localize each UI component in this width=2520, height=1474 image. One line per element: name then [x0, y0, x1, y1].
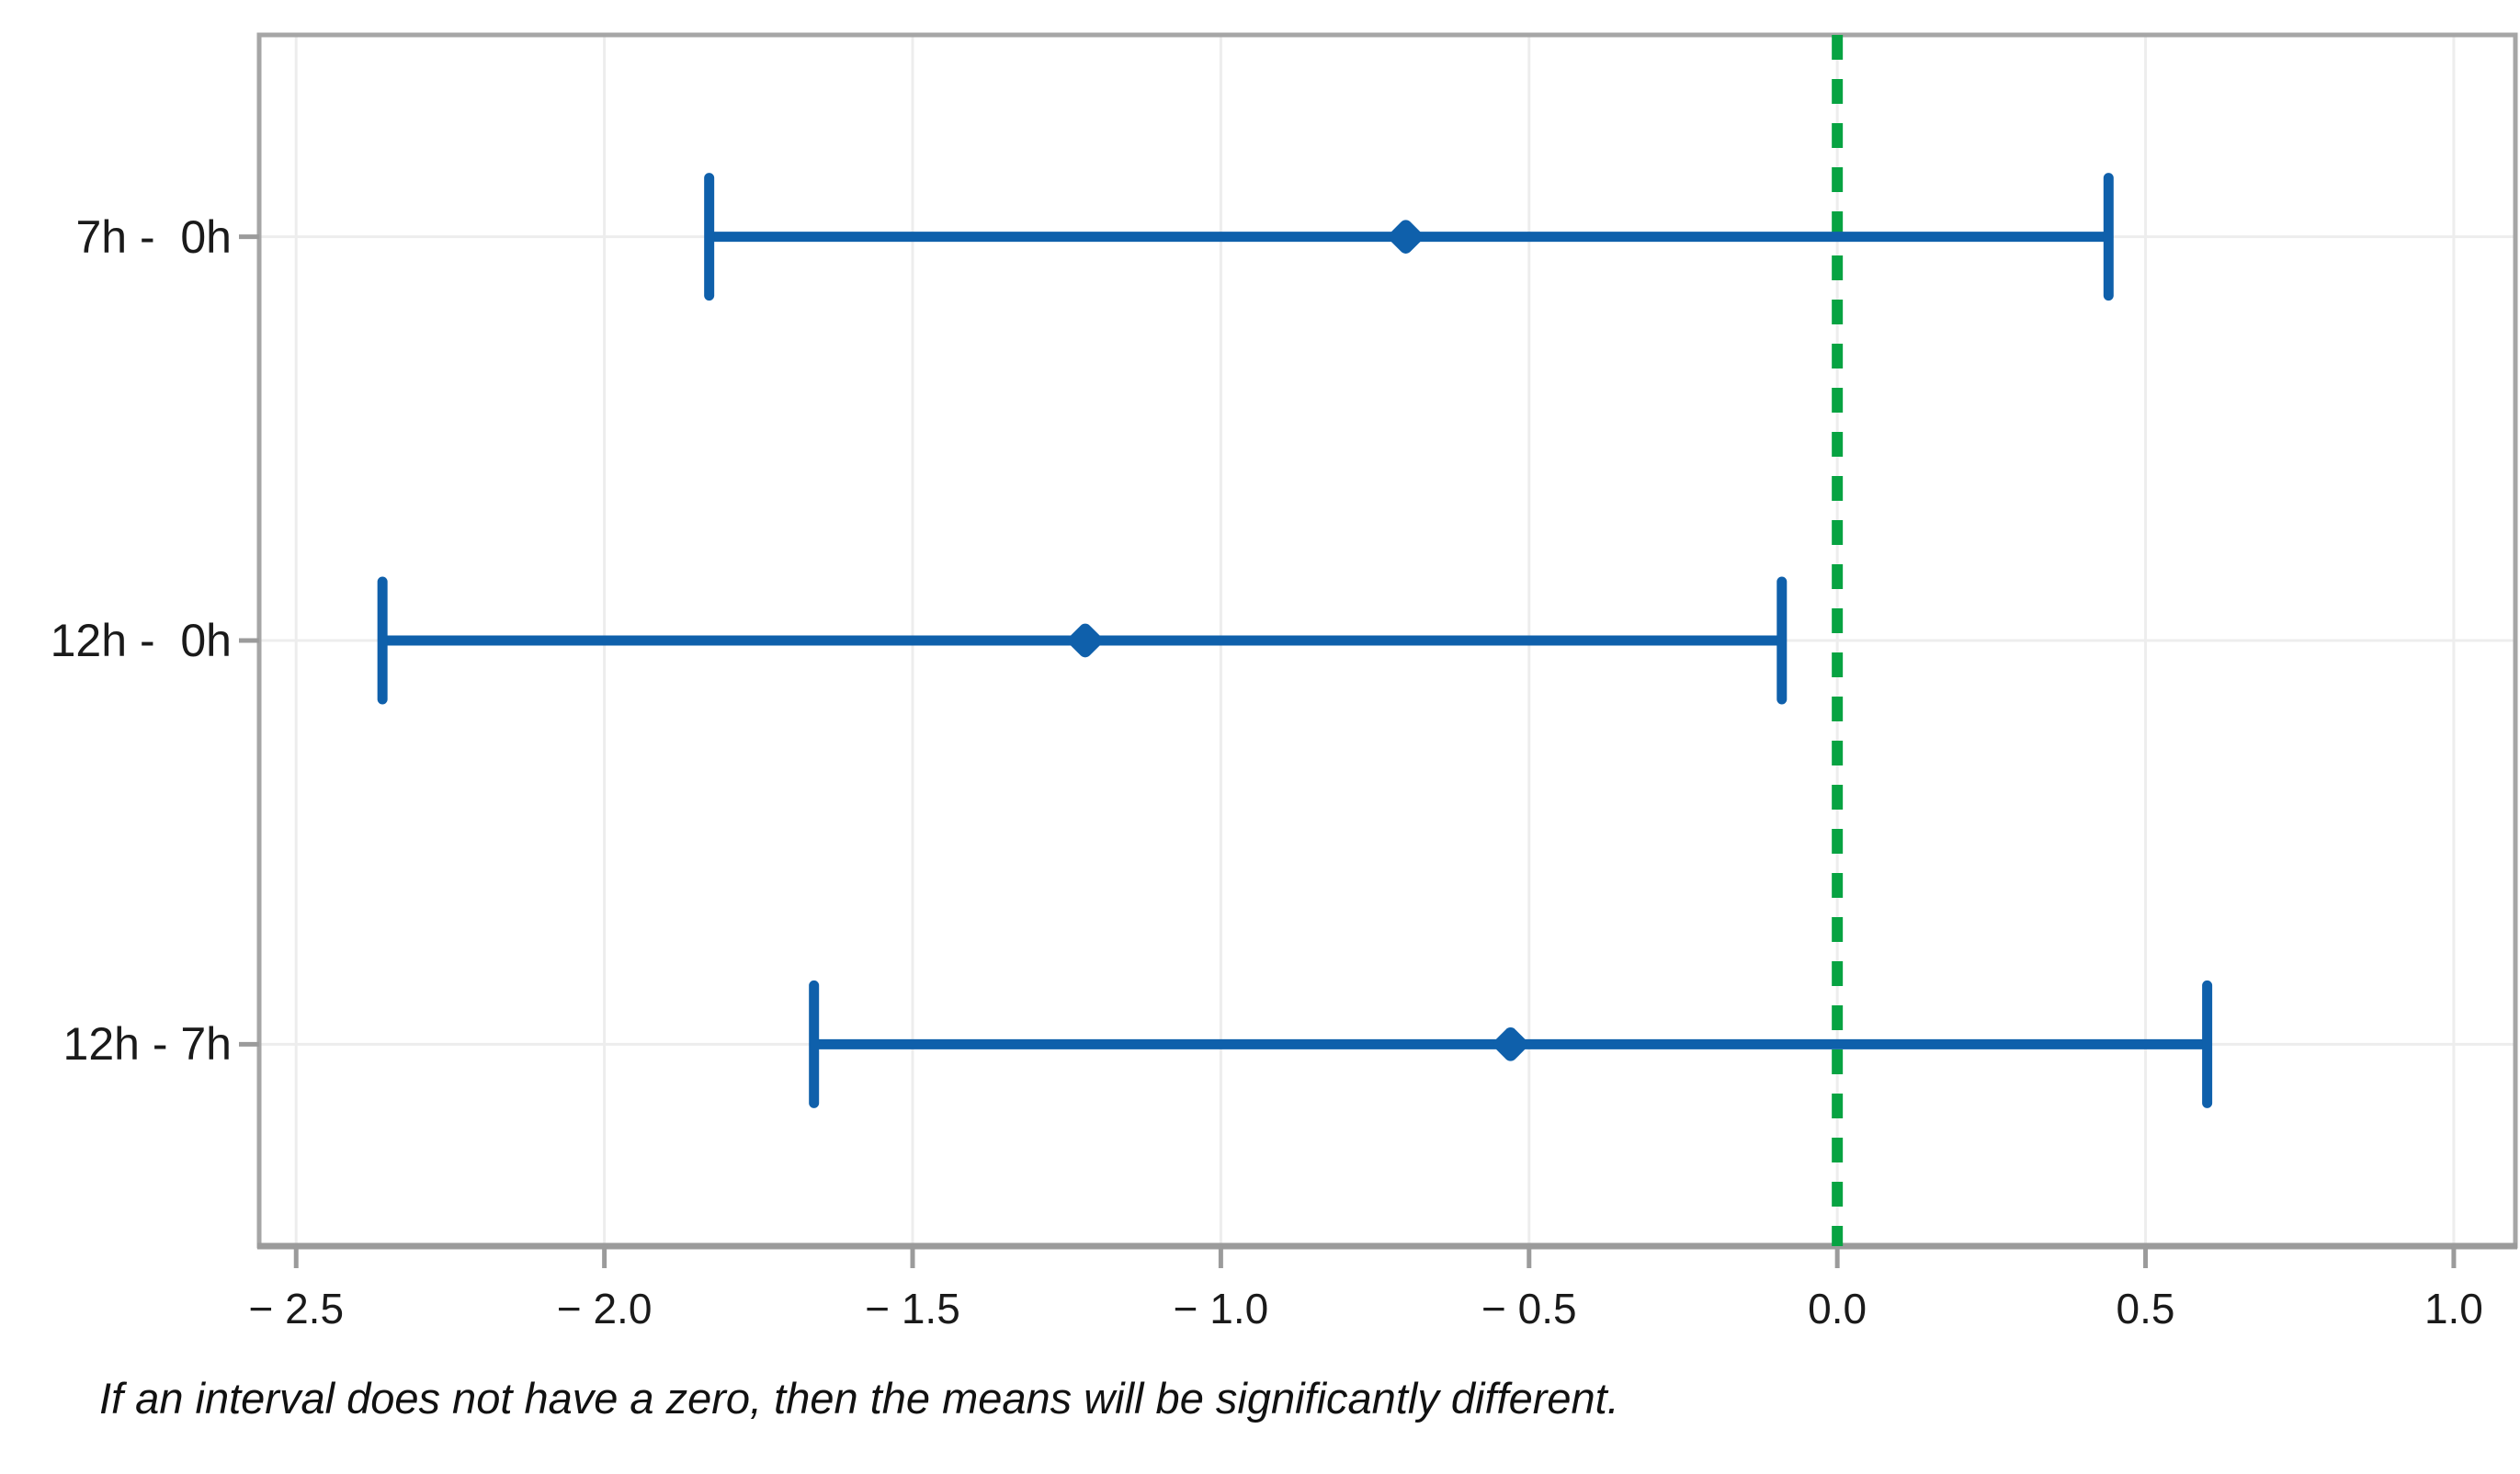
x-tick-label: − 1.0: [1173, 1285, 1269, 1332]
interval-center-marker: [1389, 220, 1423, 254]
interval-center-marker: [1493, 1027, 1527, 1061]
interval-row-1: [377, 576, 1788, 705]
chart-caption: If an interval does not have a zero, the…: [99, 1374, 1619, 1423]
row-label: 7h - 0h: [75, 210, 232, 263]
interval-row-2: [809, 980, 2213, 1108]
x-tick-label: − 0.5: [1481, 1285, 1577, 1332]
x-tick-label: − 2.5: [248, 1285, 345, 1332]
interval-center-marker: [1068, 623, 1103, 658]
x-tick-label: − 2.0: [556, 1285, 653, 1332]
row-label: 12h - 0h: [50, 615, 232, 666]
x-tick-label: 1.0: [2424, 1285, 2483, 1332]
x-tick-label: − 1.5: [865, 1285, 960, 1332]
x-tick-label: 0.0: [1808, 1285, 1867, 1332]
row-label: 12h - 7h: [62, 1018, 232, 1071]
x-tick-label: 0.5: [2116, 1285, 2175, 1332]
interval-row-0: [704, 173, 2114, 301]
